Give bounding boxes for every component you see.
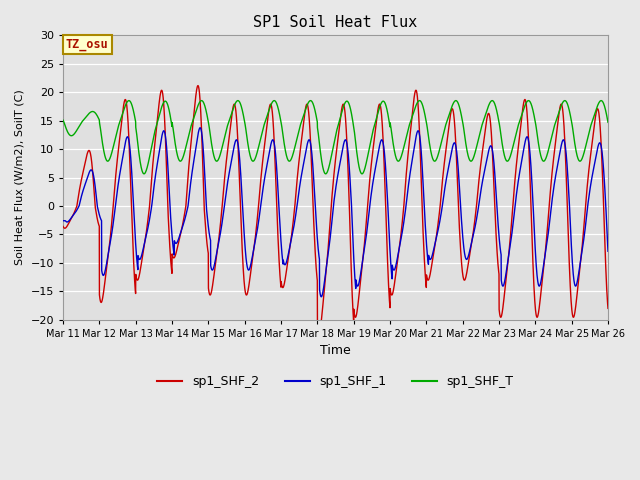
Legend: sp1_SHF_2, sp1_SHF_1, sp1_SHF_T: sp1_SHF_2, sp1_SHF_1, sp1_SHF_T [152,370,518,393]
Y-axis label: Soil Heat Flux (W/m2), SoilT (C): Soil Heat Flux (W/m2), SoilT (C) [15,90,25,265]
X-axis label: Time: Time [320,344,351,357]
Title: SP1 Soil Heat Flux: SP1 Soil Heat Flux [253,15,418,30]
Text: TZ_osu: TZ_osu [66,38,109,51]
